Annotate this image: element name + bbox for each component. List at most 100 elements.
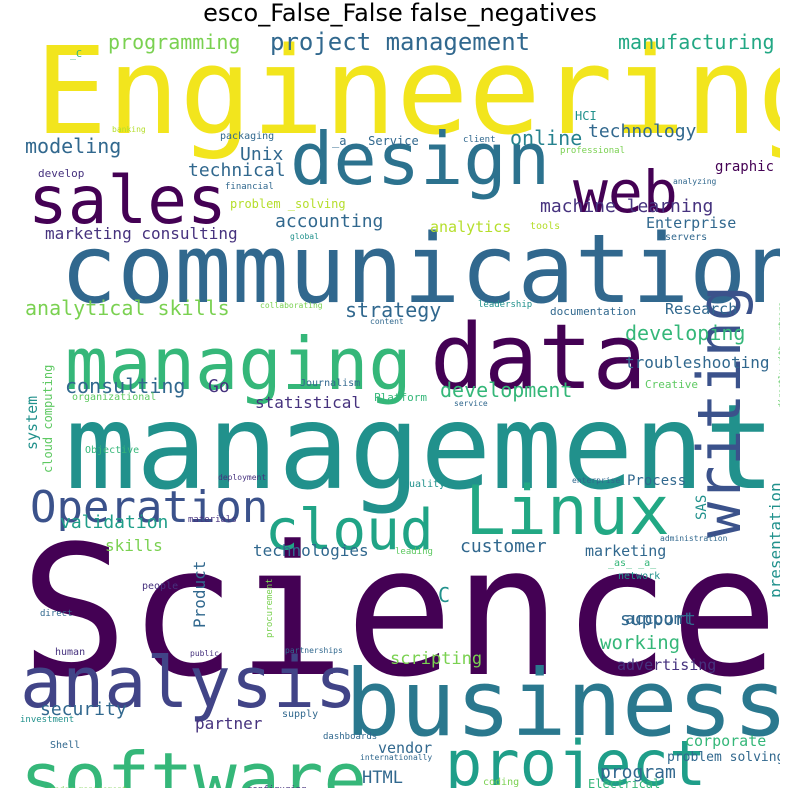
word-electrical: Electrical	[588, 777, 661, 788]
word-cloud-computing: cloud computing	[41, 364, 55, 473]
word-linux: Linux	[465, 472, 670, 551]
word-engineering: Engineering	[35, 28, 780, 162]
word-organizational: organizational	[72, 392, 157, 403]
word-servers: servers	[665, 232, 708, 243]
word-client: client	[463, 135, 496, 145]
word-marketing-consulting: marketing consulting	[45, 224, 238, 243]
word-online: online	[510, 126, 583, 150]
word-sales: sales	[28, 162, 227, 239]
word-consulting: consulting	[65, 374, 186, 398]
word-presentation: presentation	[766, 482, 780, 598]
word-statistical: statistical	[255, 393, 361, 412]
word-unix: Unix	[240, 144, 284, 165]
word-professional: professional	[560, 146, 626, 156]
word-scripting: scripting	[390, 649, 483, 669]
word-analysis: analysis	[20, 642, 358, 724]
word-analytics: analytics	[430, 218, 512, 236]
word-develop: develop	[38, 167, 85, 180]
word-sas: SAS	[694, 494, 710, 520]
word-communication: communication	[60, 215, 780, 325]
word-financial: financial	[225, 182, 274, 192]
word-project: project	[445, 727, 707, 789]
word-technology: technology	[588, 121, 697, 142]
word-modeling: modeling	[25, 134, 122, 158]
word-development: development	[440, 378, 573, 402]
word-manufacturing: manufacturing	[618, 30, 775, 54]
word-operation: Operation	[30, 482, 269, 533]
word-project-management: project management	[270, 28, 531, 56]
word-support: support	[620, 609, 696, 630]
word-c: C	[438, 583, 451, 607]
word-machine-learning: machine learning	[540, 196, 714, 217]
word-customer: customer	[460, 536, 547, 557]
word-dashboards: dashboards	[323, 732, 378, 742]
word-security: security	[40, 699, 127, 720]
word-human: human	[55, 647, 86, 658]
word-leading: leading	[395, 547, 433, 557]
word-journalism: Journalism	[300, 378, 361, 389]
word-design: design	[290, 117, 551, 201]
word-administration: administration	[660, 534, 728, 543]
word-data: data	[430, 305, 647, 410]
word-cloud: cloud	[265, 498, 434, 563]
word-working: working	[600, 632, 681, 654]
word-analytical-skills: analytical skills	[25, 296, 230, 320]
word-direct: direct	[40, 609, 73, 619]
word-advertising: advertising	[617, 656, 717, 674]
word-business: business	[345, 650, 780, 757]
word-marketing: marketing	[585, 542, 667, 560]
word-process: Process	[627, 473, 687, 489]
word-technical: technical	[188, 160, 286, 181]
word-network: network	[618, 571, 661, 582]
word-graphic: graphic	[715, 159, 775, 175]
word-deployment: deployment	[218, 473, 267, 482]
word-enterprise: Enterprise	[646, 214, 737, 232]
word-leadership: leadership	[478, 300, 533, 310]
word-configuring: configuring	[247, 786, 307, 789]
word-web: web	[573, 158, 678, 226]
word-quality: quality	[403, 479, 446, 490]
word-corporate: corporate	[685, 732, 767, 750]
word-collaborating: collaborating	[260, 301, 323, 310]
word-vendor: vendor	[378, 739, 433, 757]
word-accounting: accounting	[275, 211, 384, 232]
word-account: account	[625, 609, 693, 628]
word-html: HTML	[362, 768, 403, 788]
word-investment: investment	[20, 715, 75, 725]
word-public: public	[190, 649, 219, 658]
word-analyzing: analyzing	[673, 177, 717, 186]
word-internationally: internationally	[360, 753, 433, 762]
word-tools: tools	[530, 221, 561, 232]
word-shell: Shell	[50, 740, 81, 751]
word-software: software	[20, 737, 367, 788]
word-partner: partner	[195, 714, 263, 733]
word-coding: coding	[483, 777, 520, 788]
word-cloud: Engineering Science management communicatio…	[20, 28, 780, 788]
word-objective: Objective	[85, 445, 140, 456]
word-go: Go	[208, 376, 230, 397]
word-people: people	[142, 581, 179, 592]
word-validation: validation	[60, 512, 169, 533]
word-platform: Platform	[374, 391, 427, 404]
word-science: Science	[20, 508, 779, 717]
word-product: Product	[190, 560, 209, 628]
word-problem-solving: problem solving	[667, 750, 780, 765]
word-as-a: _as_ _a_	[608, 558, 657, 569]
word-c: _C	[70, 49, 83, 60]
word-hci: HCI	[575, 109, 597, 123]
word-a-service: _a_ _Service	[332, 134, 419, 148]
word-programming: programming	[108, 30, 241, 54]
word-partnerships: partnerships	[285, 646, 343, 655]
word-managing: managing	[65, 322, 412, 406]
word-system: system	[23, 395, 41, 450]
word-content: content	[370, 317, 404, 326]
word-program: program	[600, 762, 676, 783]
word-service: service	[454, 399, 488, 408]
word-management: management	[65, 378, 776, 516]
word-developing: developing	[625, 321, 746, 345]
word-strategy: strategy	[345, 298, 442, 322]
chart-title: esco_False_False false_negatives	[203, 0, 597, 27]
word-technologies: technologies	[253, 541, 369, 560]
word-documentation: documentation	[550, 305, 637, 318]
word-procurement: procurement	[265, 578, 275, 638]
